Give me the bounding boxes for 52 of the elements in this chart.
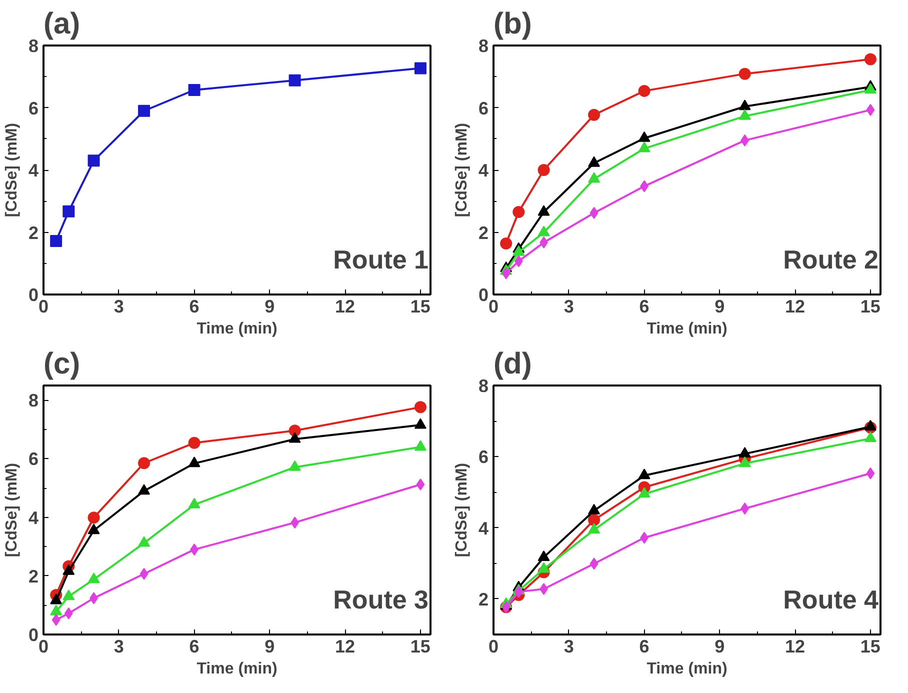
- x-tick-label: 9: [714, 296, 725, 316]
- annotation: Route 1: [333, 244, 428, 274]
- x-axis-title: Time (min): [196, 320, 278, 338]
- annotation: Route 3: [333, 584, 428, 614]
- y-tick-label: 2: [478, 222, 489, 243]
- y-tick-label: 4: [28, 508, 39, 528]
- x-tick-label: 6: [189, 296, 200, 316]
- x-tick-label: 3: [564, 636, 574, 656]
- x-tick-label: 6: [189, 636, 200, 656]
- x-tick-label: 12: [785, 296, 806, 316]
- x-tick-label: 15: [410, 296, 430, 316]
- x-tick-label: 3: [114, 636, 124, 656]
- y-axis-title: [CdSe] (mM): [453, 462, 470, 558]
- x-tick-label: 12: [785, 636, 806, 656]
- y-tick-label: 4: [478, 160, 489, 180]
- x-tick-label: 9: [714, 636, 725, 656]
- y-tick-label: 8: [28, 390, 39, 411]
- y-tick-label: 2: [28, 222, 39, 243]
- chart-title: (a): [44, 8, 80, 40]
- x-tick-label: 9: [264, 296, 275, 316]
- y-tick-label: 6: [478, 447, 489, 468]
- y-tick-label: 6: [28, 98, 39, 118]
- y-tick-label: 8: [478, 376, 489, 396]
- x-tick-label: 3: [564, 296, 574, 316]
- y-tick-label: 6: [478, 98, 489, 118]
- y-axis-title: [CdSe] (mM): [3, 462, 20, 558]
- annotation: Route 2: [783, 244, 878, 274]
- annotation: Route 4: [783, 584, 880, 614]
- x-tick-label: 6: [639, 636, 650, 656]
- y-tick-label: 2: [478, 589, 489, 610]
- x-tick-label: 3: [114, 296, 124, 316]
- x-tick-label: 6: [639, 296, 650, 316]
- y-tick-label: 4: [28, 160, 39, 180]
- y-tick-label: 8: [28, 36, 39, 56]
- x-tick-label: 15: [860, 636, 880, 656]
- y-axis-title: [CdSe] (mM): [3, 122, 20, 218]
- y-tick-label: 8: [478, 36, 489, 56]
- x-tick-label: 12: [335, 296, 356, 316]
- x-tick-label: 15: [860, 296, 880, 316]
- x-axis-title: Time (min): [196, 660, 278, 678]
- y-tick-label: 2: [28, 566, 39, 586]
- x-axis-title: Time (min): [646, 660, 728, 678]
- x-tick-label: 9: [264, 636, 275, 656]
- x-tick-label: 15: [410, 636, 430, 656]
- y-axis-title: [CdSe] (mM): [453, 122, 470, 218]
- chart-title: (b): [494, 8, 532, 40]
- chart-title: (d): [494, 348, 532, 380]
- y-tick-label: 6: [28, 449, 39, 470]
- y-tick-label: 4: [478, 518, 489, 538]
- x-tick-label: 12: [335, 636, 356, 656]
- chart-title: (c): [44, 348, 80, 380]
- x-axis-title: Time (min): [646, 320, 728, 338]
